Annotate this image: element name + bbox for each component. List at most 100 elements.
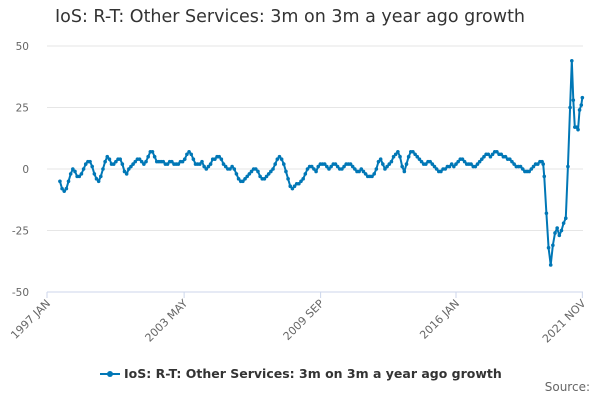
data-point[interactable] (297, 181, 301, 186)
data-point[interactable] (217, 154, 222, 159)
data-point[interactable] (357, 169, 361, 174)
data-point[interactable] (249, 169, 254, 174)
data-point[interactable] (219, 157, 224, 161)
data-point[interactable] (64, 186, 69, 191)
data-point[interactable] (206, 164, 211, 169)
data-point[interactable] (129, 164, 133, 169)
data-point[interactable] (230, 164, 234, 169)
data-point[interactable] (546, 245, 551, 250)
data-point[interactable] (396, 149, 400, 154)
data-point[interactable] (314, 169, 318, 174)
data-point[interactable] (391, 154, 396, 159)
data-point[interactable] (198, 162, 202, 166)
data-point[interactable] (94, 177, 99, 181)
data-point[interactable] (553, 231, 557, 235)
data-point[interactable] (262, 177, 267, 181)
data-point[interactable] (454, 162, 458, 166)
data-point[interactable] (114, 159, 118, 164)
data-point[interactable] (327, 167, 331, 171)
data-point[interactable] (120, 162, 125, 166)
data-point[interactable] (353, 167, 357, 171)
data-point[interactable] (563, 216, 568, 220)
data-point[interactable] (62, 189, 67, 193)
data-point[interactable] (447, 164, 452, 169)
data-point[interactable] (105, 154, 110, 159)
data-point[interactable] (557, 233, 562, 238)
data-point[interactable] (292, 184, 297, 189)
data-point[interactable] (406, 154, 411, 159)
data-point[interactable] (434, 167, 439, 171)
data-point[interactable] (275, 157, 280, 161)
data-point[interactable] (374, 167, 379, 171)
data-point[interactable] (462, 159, 467, 164)
data-point[interactable] (73, 169, 77, 174)
data-point[interactable] (180, 159, 185, 164)
data-point[interactable] (452, 164, 456, 169)
data-point[interactable] (221, 162, 226, 166)
data-point[interactable] (544, 211, 549, 216)
data-point[interactable] (256, 169, 260, 174)
data-point[interactable] (404, 162, 409, 166)
data-point[interactable] (60, 186, 64, 191)
data-point[interactable] (264, 174, 269, 179)
data-point[interactable] (301, 177, 305, 181)
data-point[interactable] (542, 174, 547, 179)
data-point[interactable] (449, 162, 454, 166)
data-point[interactable] (383, 167, 387, 171)
data-point[interactable] (299, 179, 303, 184)
legend[interactable]: IoS: R-T: Other Services: 3m on 3m a yea… (100, 366, 502, 381)
data-point[interactable] (144, 159, 148, 164)
data-point[interactable] (428, 159, 432, 164)
data-point[interactable] (477, 159, 482, 164)
data-point[interactable] (417, 157, 422, 161)
data-point[interactable] (223, 164, 228, 169)
data-point[interactable] (245, 174, 249, 179)
data-point[interactable] (204, 167, 209, 171)
data-point[interactable] (161, 159, 166, 164)
data-point[interactable] (88, 159, 92, 164)
data-point[interactable] (490, 152, 495, 157)
data-point[interactable] (99, 174, 103, 179)
data-point[interactable] (71, 167, 75, 171)
data-point[interactable] (103, 159, 107, 164)
data-point[interactable] (191, 157, 196, 161)
data-point[interactable] (460, 157, 465, 161)
data-point[interactable] (398, 154, 402, 159)
data-point[interactable] (208, 162, 213, 166)
data-point[interactable] (361, 169, 366, 174)
data-point[interactable] (83, 162, 88, 166)
data-point[interactable] (309, 164, 314, 169)
data-point[interactable] (411, 149, 415, 154)
data-point[interactable] (176, 162, 181, 166)
data-point[interactable] (579, 103, 584, 107)
data-point[interactable] (111, 162, 116, 166)
data-point[interactable] (202, 164, 206, 169)
data-point[interactable] (342, 164, 346, 169)
data-point[interactable] (432, 164, 437, 169)
data-point[interactable] (512, 162, 516, 166)
data-point[interactable] (189, 152, 194, 157)
data-point[interactable] (243, 177, 247, 181)
data-point[interactable] (185, 152, 189, 157)
data-point[interactable] (568, 105, 572, 110)
data-point[interactable] (322, 162, 327, 166)
data-point[interactable] (363, 172, 368, 176)
data-point[interactable] (571, 98, 576, 102)
data-point[interactable] (389, 159, 394, 164)
data-point[interactable] (316, 164, 321, 169)
data-point[interactable] (510, 159, 514, 164)
data-point[interactable] (137, 157, 142, 161)
data-point[interactable] (290, 186, 295, 191)
data-point[interactable] (381, 162, 385, 166)
data-point[interactable] (424, 162, 428, 166)
data-point[interactable] (518, 164, 523, 169)
data-point[interactable] (482, 154, 486, 159)
data-point[interactable] (68, 172, 73, 176)
data-point[interactable] (359, 167, 364, 171)
data-point[interactable] (439, 169, 443, 174)
data-point[interactable] (443, 167, 448, 171)
data-point[interactable] (503, 154, 508, 159)
data-point[interactable] (385, 164, 389, 169)
data-point[interactable] (348, 162, 353, 166)
data-point[interactable] (551, 243, 555, 248)
